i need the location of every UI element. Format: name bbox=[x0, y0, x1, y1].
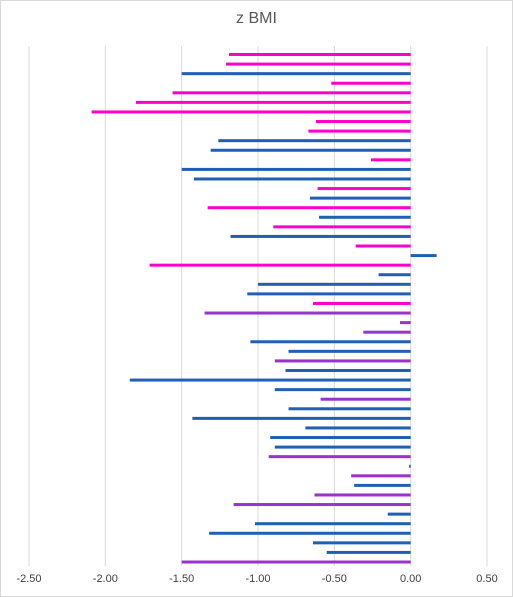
bar bbox=[135, 100, 411, 104]
bar-series bbox=[91, 53, 437, 564]
bar bbox=[355, 244, 411, 248]
bar bbox=[363, 330, 411, 334]
x-tick-label: -2.00 bbox=[93, 573, 118, 585]
bar bbox=[233, 503, 411, 507]
x-tick-label: 0.50 bbox=[476, 573, 497, 585]
bar bbox=[305, 426, 411, 430]
bar bbox=[254, 522, 411, 526]
bar bbox=[274, 445, 411, 449]
bar bbox=[312, 301, 411, 305]
chart-title: z BMI bbox=[236, 10, 277, 27]
x-tick-label: 0.00 bbox=[400, 573, 421, 585]
bar bbox=[309, 196, 411, 200]
bar bbox=[308, 129, 411, 133]
bar bbox=[331, 81, 411, 85]
bar bbox=[181, 72, 411, 76]
bar bbox=[181, 560, 411, 564]
gridlines bbox=[28, 46, 488, 566]
bar bbox=[274, 388, 411, 392]
bar bbox=[181, 167, 411, 171]
bar bbox=[387, 512, 411, 516]
bar bbox=[270, 436, 411, 440]
bar bbox=[399, 321, 411, 325]
x-tick-label: -1.50 bbox=[169, 573, 194, 585]
bar bbox=[149, 263, 411, 267]
bar bbox=[207, 206, 411, 210]
bar bbox=[370, 158, 411, 162]
bar bbox=[204, 311, 411, 315]
bar bbox=[312, 541, 411, 545]
bar bbox=[247, 292, 411, 296]
bar bbox=[172, 91, 411, 95]
bar bbox=[274, 359, 411, 363]
bar bbox=[209, 531, 411, 535]
x-tick-label: -0.50 bbox=[322, 573, 347, 585]
bar bbox=[354, 483, 411, 487]
bar bbox=[320, 397, 411, 401]
bar bbox=[316, 120, 411, 124]
bar bbox=[250, 340, 411, 344]
bar bbox=[288, 407, 411, 411]
bar bbox=[268, 455, 411, 459]
bar bbox=[210, 148, 411, 152]
bar bbox=[129, 378, 411, 382]
x-tick-label: -1.00 bbox=[245, 573, 270, 585]
bar bbox=[225, 62, 411, 66]
bar bbox=[319, 215, 411, 219]
bar bbox=[288, 349, 411, 353]
bar bbox=[273, 225, 411, 229]
bar bbox=[285, 368, 411, 372]
x-tick-label: -2.50 bbox=[16, 573, 41, 585]
bar bbox=[230, 234, 411, 238]
bar bbox=[228, 53, 411, 56]
bar bbox=[218, 139, 411, 143]
x-axis-ticks: -2.50 -2.00 -1.50 -1.00 -0.50 0.00 0.50 bbox=[16, 573, 497, 585]
bar bbox=[317, 187, 411, 191]
bar bbox=[410, 254, 437, 258]
bar bbox=[193, 177, 411, 181]
bar bbox=[409, 464, 411, 468]
bar bbox=[314, 493, 411, 497]
bar bbox=[91, 110, 411, 114]
bar bbox=[258, 282, 411, 286]
bar bbox=[192, 416, 411, 420]
bar bbox=[378, 273, 411, 277]
bar bbox=[326, 550, 411, 554]
bar bbox=[351, 474, 411, 478]
